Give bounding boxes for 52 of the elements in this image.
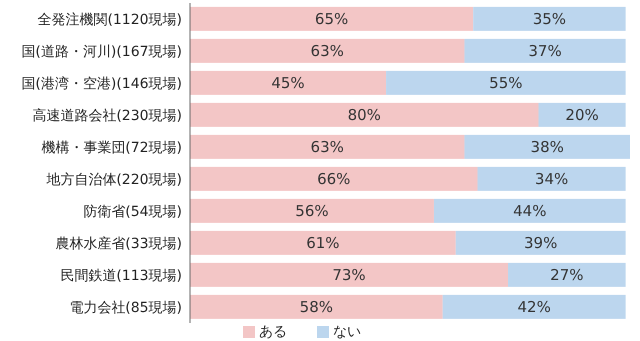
data-label: 80% [348, 106, 381, 124]
bar [473, 6, 626, 31]
data-label: 35% [532, 10, 566, 28]
data-label: 73% [332, 266, 366, 284]
bar [538, 102, 626, 127]
bar [442, 294, 626, 319]
bar [190, 166, 478, 191]
bar [190, 38, 464, 63]
y-tick-label: 国(道路・河川)(167現場) [21, 44, 182, 60]
data-label: 37% [528, 42, 562, 60]
data-label: 63% [310, 138, 344, 156]
data-label: 45% [271, 74, 305, 92]
y-tick-label: 全発注機関(1120現場) [37, 12, 182, 28]
bar [190, 198, 434, 223]
y-tick-label: 地方自治体(220現場) [45, 172, 182, 188]
bar [478, 166, 626, 191]
data-label: 66% [317, 170, 350, 188]
data-label: 27% [550, 266, 584, 284]
bar [508, 262, 626, 287]
data-label: 42% [517, 298, 551, 316]
bar [190, 134, 464, 159]
data-label: 34% [534, 170, 568, 188]
data-label: 65% [314, 10, 348, 28]
data-label: 55% [489, 74, 523, 92]
bar [190, 230, 456, 255]
y-tick-label: 機構・事業団(72現場) [41, 140, 182, 156]
bar [190, 6, 474, 31]
data-label: 38% [530, 138, 564, 156]
data-label: 44% [513, 202, 546, 220]
y-tick-label: 防衛省(54現場) [83, 204, 182, 220]
bar [386, 70, 626, 95]
data-label: 61% [306, 234, 340, 252]
data-label: 58% [300, 298, 334, 316]
bar [434, 198, 626, 223]
bar [190, 102, 539, 127]
legend-label: ない [333, 324, 361, 340]
data-label: 20% [565, 106, 599, 124]
data-label: 56% [295, 202, 329, 220]
bar [464, 38, 626, 63]
y-tick-label: 民間鉄道(113現場) [60, 268, 182, 284]
y-tick-label: 高速道路会社(230現場) [32, 108, 182, 124]
bar [464, 134, 630, 159]
bar [190, 70, 386, 95]
legend-label: ある [259, 324, 287, 340]
data-label: 39% [524, 234, 558, 252]
data-label: 63% [310, 42, 344, 60]
y-tick-label: 農林水産省(33現場) [55, 236, 182, 252]
y-tick-label: 電力会社(85現場) [69, 300, 182, 316]
y-tick-label: 国(港湾・空港)(146現場) [21, 76, 182, 92]
bar [456, 230, 626, 255]
bar [190, 294, 443, 319]
bar [190, 262, 508, 287]
